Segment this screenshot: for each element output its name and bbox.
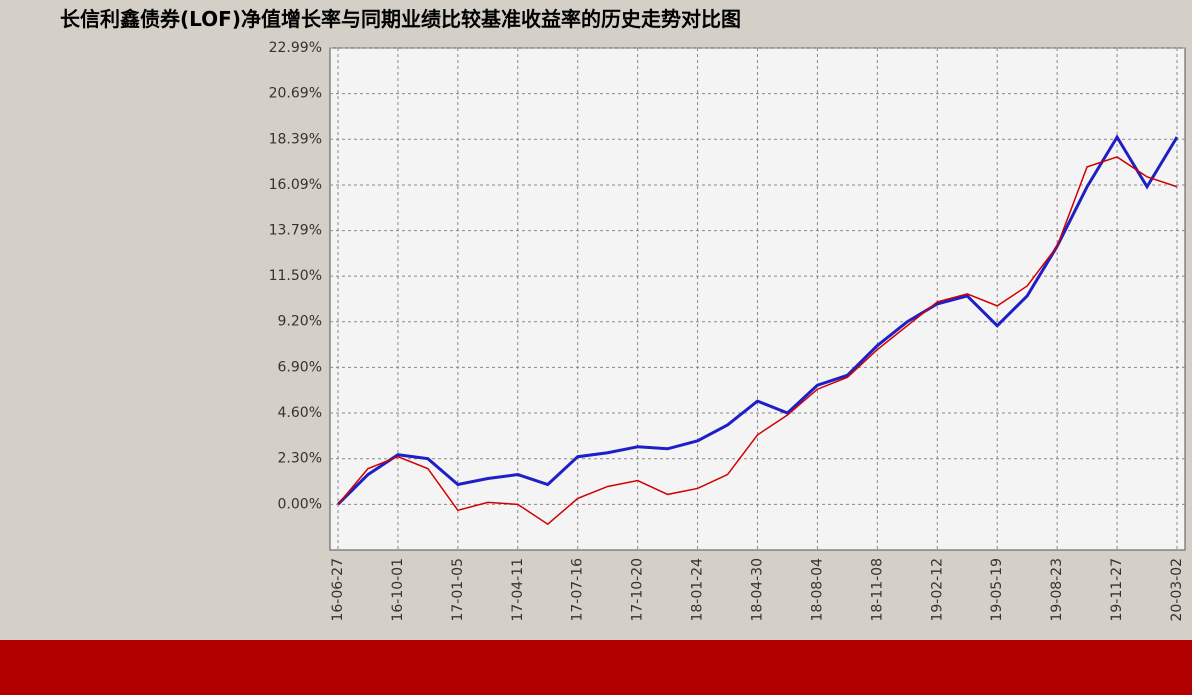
x-tick-label: 19-05-19	[989, 558, 1005, 622]
bottom-bar	[0, 640, 1192, 695]
y-tick-label: 18.39%	[269, 131, 322, 147]
x-tick-label: 18-11-08	[869, 558, 885, 622]
x-tick-label: 17-07-16	[570, 558, 586, 622]
x-tick-label: 17-01-05	[450, 558, 466, 622]
x-tick-label: 17-04-11	[510, 558, 526, 622]
y-tick-label: 0.00%	[278, 496, 322, 512]
y-tick-label: 4.60%	[278, 405, 322, 421]
page: 0.00% 2.30% 4.60% 6.90% 9.20% 11.50% 13.79% 16.…	[0, 0, 1192, 695]
x-tick-label: 18-01-24	[690, 558, 706, 622]
y-tick-label: 11.50%	[269, 268, 322, 284]
y-tick-label: 22.99%	[269, 40, 322, 56]
chart: 0.00% 2.30% 4.60% 6.90% 9.20% 11.50% 13.79% 16.…	[0, 0, 1192, 695]
x-tick-label: 17-10-20	[630, 558, 646, 622]
x-tick-label: 20-03-02	[1169, 558, 1185, 622]
y-tick-label: 9.20%	[278, 314, 322, 330]
y-tick-label: 16.09%	[269, 177, 322, 193]
x-tick-label: 18-08-04	[809, 558, 825, 622]
x-tick-label: 19-08-23	[1049, 558, 1065, 622]
y-tick-label: 20.69%	[269, 86, 322, 102]
x-tick-label: 19-02-12	[929, 558, 945, 622]
y-tick-label: 6.90%	[278, 359, 322, 375]
x-tick-label: 16-06-27	[330, 558, 346, 622]
y-tick-label: 2.30%	[278, 451, 322, 467]
x-tick-label: 19-11-27	[1109, 558, 1125, 622]
x-tick-label: 18-04-30	[750, 558, 766, 622]
y-tick-label: 13.79%	[269, 223, 322, 239]
chart-title: 长信利鑫债券(LOF)净值增长率与同期业绩比较基准收益率的历史走势对比图	[8, 6, 1188, 32]
x-tick-label: 16-10-01	[390, 558, 406, 622]
